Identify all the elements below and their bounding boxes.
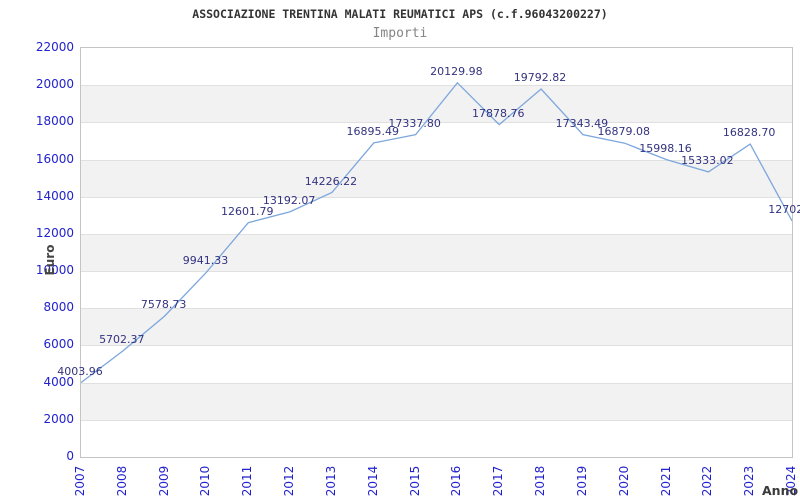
point-value-label: 17337.80 — [388, 116, 441, 130]
plot-band-white — [81, 196, 792, 234]
chart-title: ASSOCIAZIONE TRENTINA MALATI REUMATICI A… — [192, 7, 608, 21]
x-tick-label: 2022 — [700, 465, 715, 497]
x-tick-label: 2020 — [616, 465, 631, 497]
plot-band-gray — [81, 308, 792, 346]
point-value-label: 9941.33 — [182, 254, 229, 268]
plot-band-gray — [81, 159, 792, 197]
x-tick-label: 2010 — [198, 465, 213, 497]
y-tick-label: 16000 — [35, 151, 74, 166]
x-tick-label: 2012 — [282, 465, 297, 497]
gridline — [81, 345, 792, 346]
point-value-label: 12601.79 — [221, 204, 274, 218]
gridline — [81, 122, 792, 123]
y-axis-title: Euro — [43, 244, 57, 276]
x-tick-label: 2019 — [574, 465, 589, 497]
gridline — [81, 85, 792, 86]
x-tick-label: 2008 — [114, 465, 129, 497]
y-tick-label: 12000 — [35, 225, 74, 240]
y-tick-label: 10000 — [35, 263, 74, 278]
y-tick-label: 6000 — [43, 337, 74, 352]
point-value-label: 13192.07 — [262, 193, 316, 207]
chart-subtitle: Importi — [372, 26, 428, 41]
plot-band-white — [81, 271, 792, 309]
point-value-label: 16895.49 — [346, 124, 400, 138]
point-value-label: 16828.70 — [722, 126, 776, 140]
plot-band-white — [81, 48, 792, 86]
plot-band-white — [81, 345, 792, 383]
x-axis-title: Anno — [762, 483, 799, 498]
gridline — [81, 383, 792, 384]
point-value-label: 4003.96 — [57, 364, 103, 378]
y-tick-label: 14000 — [35, 188, 74, 203]
plot-band-gray — [81, 233, 792, 272]
x-tick-label: 2015 — [407, 465, 422, 497]
x-tick-label: 2016 — [449, 465, 464, 497]
gridline — [81, 308, 792, 309]
gridline — [81, 420, 792, 421]
x-tick-label: 2013 — [323, 465, 338, 497]
plot-band-white — [81, 122, 792, 160]
x-tick-label: 2021 — [658, 465, 673, 497]
gridline — [81, 271, 792, 272]
point-value-label: 17343.49 — [555, 116, 609, 130]
x-tick-label: 2011 — [240, 465, 255, 497]
line-series-svg — [81, 81, 792, 384]
gridline — [81, 160, 792, 161]
point-value-label: 17878.76 — [471, 106, 525, 120]
x-tick-label: 2018 — [533, 465, 548, 497]
y-tick-label: 22000 — [35, 40, 74, 54]
x-tick-label: 2007 — [73, 465, 87, 497]
y-tick-label: 20000 — [35, 77, 74, 92]
plot-band-white — [81, 419, 792, 457]
importi-line — [81, 81, 792, 384]
point-value-label: 20129.98 — [430, 64, 483, 78]
x-tick-label: 2009 — [156, 465, 171, 497]
point-value-label: 5702.37 — [99, 332, 145, 346]
y-tick-label: 0 — [66, 449, 74, 463]
plot-band-gray — [81, 382, 792, 420]
x-tick-label: 2023 — [742, 465, 757, 497]
y-tick-label: 8000 — [43, 300, 74, 315]
gridline — [81, 197, 792, 198]
point-value-label: 15333.02 — [681, 153, 734, 167]
point-value-label: 7578.73 — [140, 298, 187, 312]
plot-band-gray — [81, 85, 792, 123]
x-tick-label: 2014 — [365, 465, 380, 497]
gridline — [81, 234, 792, 235]
point-value-label: 19792.82 — [513, 71, 567, 85]
y-tick-label: 18000 — [35, 114, 74, 129]
y-tick-label: 4000 — [43, 374, 74, 389]
point-value-label: 15998.16 — [639, 141, 692, 155]
point-value-label: 16879.08 — [597, 125, 650, 139]
point-value-label: 14226.22 — [304, 174, 358, 188]
plot-area — [80, 47, 793, 458]
point-value-label: 12702.0 — [768, 202, 800, 216]
x-tick-label: 2017 — [491, 465, 506, 497]
y-tick-label: 2000 — [43, 411, 74, 426]
